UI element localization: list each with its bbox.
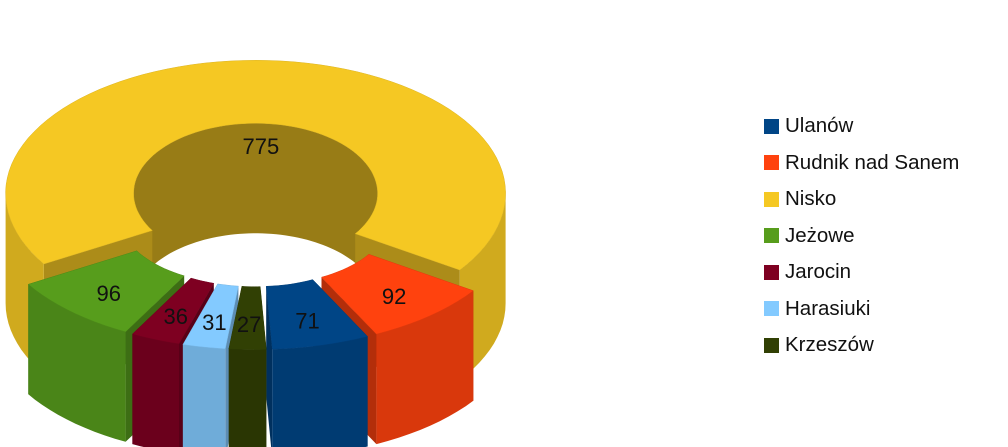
legend-label: Nisko <box>785 187 837 210</box>
data-label: 27 <box>237 312 261 337</box>
slice-outer-wall <box>272 336 368 447</box>
slice-harasiuki <box>182 283 239 447</box>
legend-label: Jeżowe <box>785 223 855 247</box>
legend: Ulanów Rudnik nad Sanem Nisko Jeżowe Jar… <box>764 108 1008 364</box>
legend-swatch <box>764 118 779 134</box>
legend-item-krzeszow: Krzeszów <box>764 327 1008 364</box>
legend-label: Ulanów <box>785 114 854 137</box>
slice-top-face <box>27 250 185 333</box>
legend-item-harasiuki: Harasiuki <box>764 291 1008 328</box>
legend-item-rudnik-nad-sanem: Rudnik nad Sanem <box>764 145 1008 182</box>
data-label: 36 <box>164 304 188 329</box>
slice-ulan-w <box>265 279 369 447</box>
legend-label: Krzeszów <box>785 333 874 356</box>
data-label: 92 <box>382 284 406 309</box>
slice-outer-wall <box>132 334 179 447</box>
slice-inner-wall <box>133 123 378 304</box>
data-label: 71 <box>295 309 319 334</box>
slice-top-face <box>321 254 474 335</box>
legend-swatch <box>764 155 779 171</box>
legend-swatch <box>764 337 779 353</box>
slice-top-face <box>265 279 369 350</box>
slice-top-face <box>131 277 215 345</box>
slice-outer-wall <box>376 290 474 445</box>
legend-item-nisko: Nisko <box>764 181 1008 218</box>
slice-outer-wall <box>228 349 267 447</box>
legend-item-ulanow: Ulanów <box>764 108 1008 145</box>
chart-data-labels: 775 92 71 27 31 36 96 <box>97 134 407 337</box>
slice-outer-wall <box>182 344 226 447</box>
slice-top-face <box>5 60 506 271</box>
legend-label: Jarocin <box>785 260 852 283</box>
data-label: 96 <box>97 281 121 306</box>
legend-label: Harasiuki <box>785 296 871 320</box>
legend-swatch <box>764 264 779 280</box>
data-label: 31 <box>202 310 226 335</box>
slice-top-face <box>182 283 239 350</box>
legend-swatch <box>764 191 779 207</box>
slice-krzesz-w <box>228 286 267 447</box>
legend-swatch <box>764 301 779 317</box>
legend-item-jarocin: Jarocin <box>764 254 1008 291</box>
legend-swatch <box>764 228 779 244</box>
slice-outer-wall <box>28 284 126 442</box>
legend-item-jezowe: Jeżowe <box>764 218 1008 255</box>
legend-label: Rudnik nad Sanem <box>785 150 960 174</box>
slice-top-face <box>228 286 267 350</box>
slice-end-face <box>266 286 273 447</box>
data-label: 775 <box>243 134 280 159</box>
chart-slices <box>5 60 506 447</box>
